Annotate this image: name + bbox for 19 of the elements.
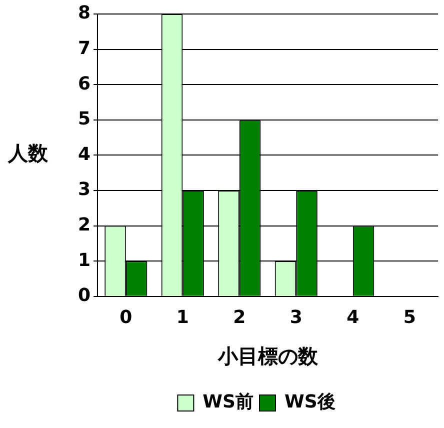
x-tick-label: 2 [233,306,246,328]
y-tick-label: 8 [78,2,91,24]
legend-label: WS前 [202,392,254,413]
y-axis-title: 人数 [8,140,48,167]
y-tick-label: 7 [78,38,91,59]
y-tick-label: 5 [78,108,91,130]
y-tick-label: 3 [78,179,91,200]
y-tick-label: 2 [78,214,91,236]
x-tick-label: 3 [290,306,302,328]
x-axis-title: 小目標の数 [216,344,319,368]
legend-label: WS後 [284,392,336,413]
x-tick-label: 0 [120,306,132,328]
x-tick-label: 4 [346,306,360,328]
y-tick-label: 0 [78,285,91,306]
y-tick-label: 1 [78,250,91,271]
x-tick-label: 1 [176,306,189,328]
x-tick-label: 5 [403,306,416,328]
y-tick-label: 6 [78,73,91,94]
y-tick-label: 4 [78,144,91,165]
